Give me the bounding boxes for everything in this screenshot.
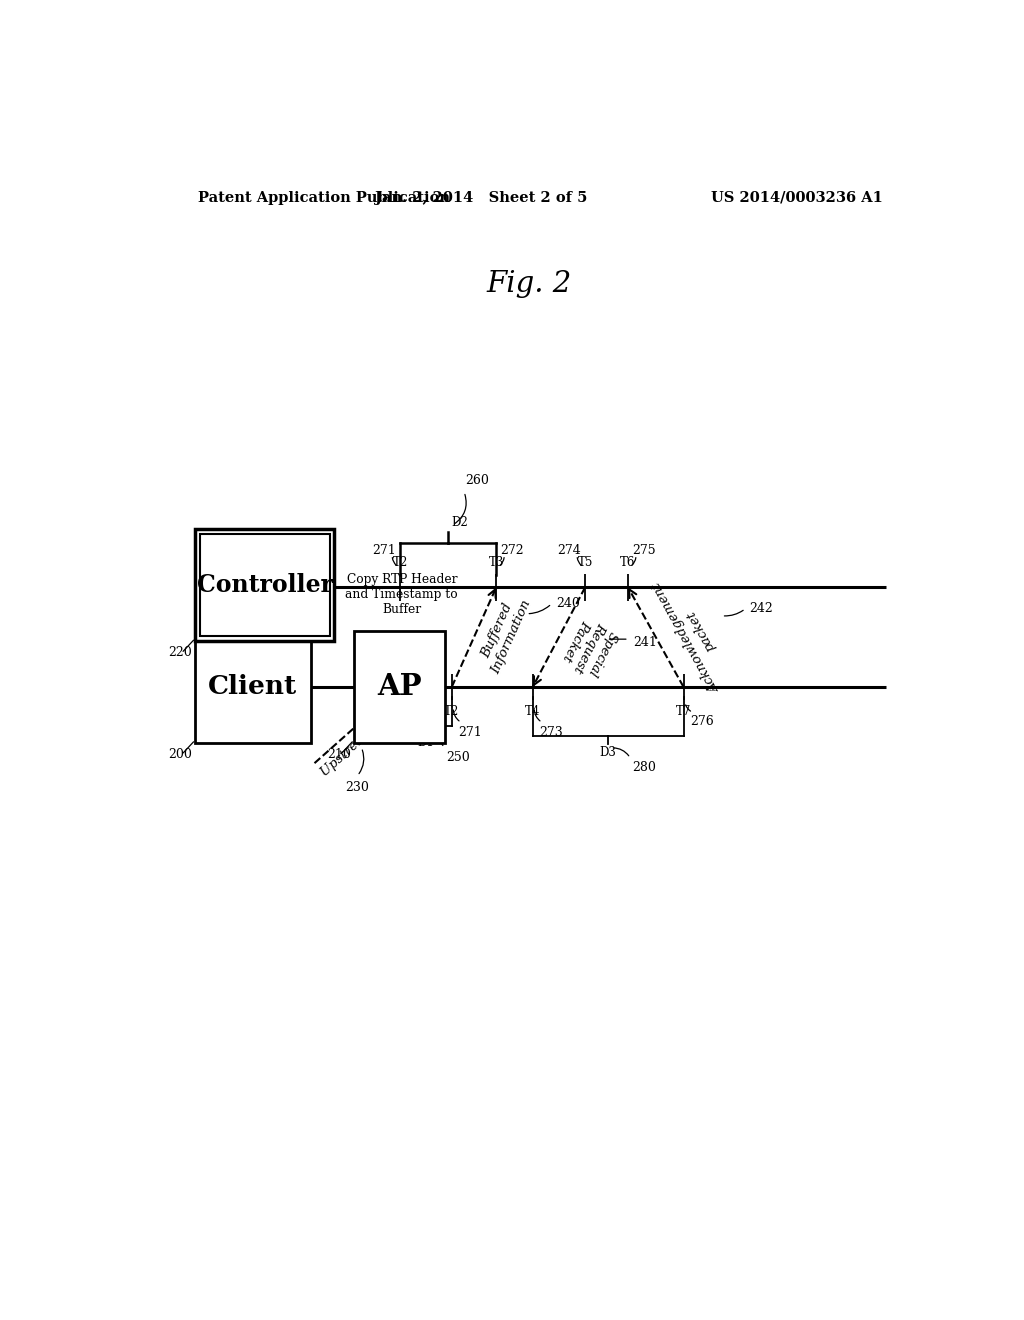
Text: 276: 276 bbox=[690, 715, 714, 729]
Text: T4: T4 bbox=[525, 705, 541, 718]
Text: D2: D2 bbox=[452, 516, 468, 529]
Text: D1: D1 bbox=[418, 735, 434, 748]
Text: 242: 242 bbox=[750, 602, 773, 615]
Text: 271: 271 bbox=[458, 726, 482, 739]
Text: 270: 270 bbox=[370, 653, 394, 667]
Text: Upstream Packet: Upstream Packet bbox=[317, 692, 413, 779]
Text: US 2014/0003236 A1: US 2014/0003236 A1 bbox=[712, 191, 883, 205]
Text: T3: T3 bbox=[488, 556, 504, 569]
Text: T1: T1 bbox=[392, 705, 408, 718]
Text: T2: T2 bbox=[444, 705, 460, 718]
Text: 273: 273 bbox=[539, 726, 563, 739]
Text: 200: 200 bbox=[168, 748, 193, 760]
Text: 210: 210 bbox=[327, 748, 351, 760]
Text: D3: D3 bbox=[600, 746, 616, 759]
Text: Controller: Controller bbox=[197, 573, 333, 597]
Text: 271: 271 bbox=[373, 544, 396, 557]
Text: Buffered
Information: Buffered Information bbox=[475, 591, 534, 676]
Text: AP: AP bbox=[378, 672, 422, 701]
Bar bbox=[354, 631, 445, 743]
Text: T7: T7 bbox=[676, 705, 691, 718]
Text: T5: T5 bbox=[578, 556, 593, 569]
Text: T2: T2 bbox=[392, 556, 408, 569]
Text: Fig. 2: Fig. 2 bbox=[486, 271, 571, 298]
Text: 230: 230 bbox=[345, 781, 370, 793]
Text: 241: 241 bbox=[633, 636, 656, 648]
Text: Jan. 2, 2014   Sheet 2 of 5: Jan. 2, 2014 Sheet 2 of 5 bbox=[375, 191, 588, 205]
Text: Patent Application Publication: Patent Application Publication bbox=[198, 191, 450, 205]
Text: 240: 240 bbox=[556, 597, 580, 610]
Text: Copy RTP Header
and Timestamp to
Buffer: Copy RTP Header and Timestamp to Buffer bbox=[345, 573, 458, 615]
Text: 220: 220 bbox=[169, 647, 193, 659]
Text: 274: 274 bbox=[557, 544, 582, 557]
Bar bbox=[196, 529, 334, 642]
Text: 280: 280 bbox=[632, 762, 655, 774]
Text: 250: 250 bbox=[445, 751, 470, 764]
Text: Client: Client bbox=[208, 675, 298, 700]
Text: 275: 275 bbox=[632, 544, 655, 557]
Text: 272: 272 bbox=[500, 544, 524, 557]
Text: Special
Request
Packet: Special Request Packet bbox=[557, 612, 621, 681]
Text: 260: 260 bbox=[466, 474, 489, 487]
Text: T6: T6 bbox=[621, 556, 636, 569]
Bar bbox=[196, 631, 310, 743]
Bar bbox=[201, 535, 330, 636]
Text: Acknowledgement
packet: Acknowledgement packet bbox=[651, 573, 736, 696]
